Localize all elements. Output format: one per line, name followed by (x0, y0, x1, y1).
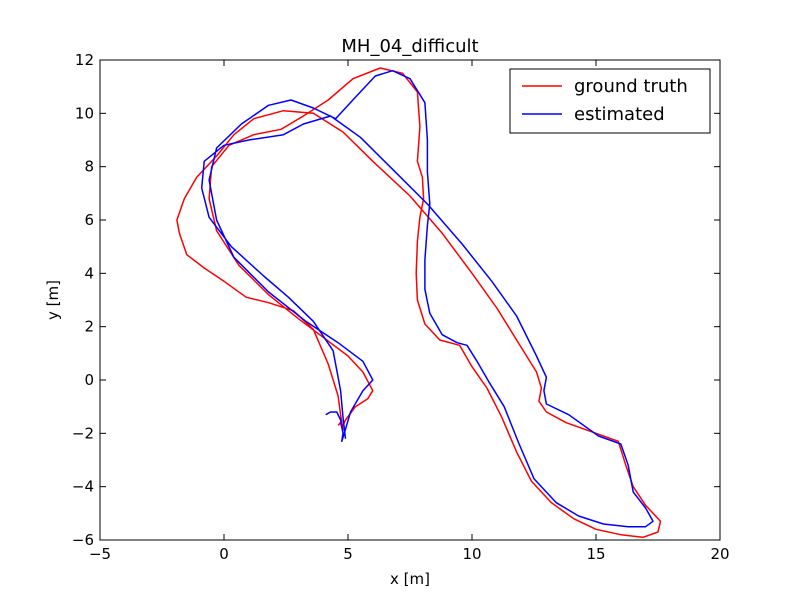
series-line-estimated (200, 69, 654, 528)
x-tick-label: −5 (89, 545, 111, 563)
y-tick-label: 12 (75, 51, 94, 69)
y-axis-label: y [m] (44, 280, 62, 320)
x-tick-label: 0 (219, 545, 229, 563)
y-tick-label: 2 (84, 318, 94, 336)
y-tick-label: 6 (84, 211, 94, 229)
legend-box (509, 68, 711, 134)
x-tick-label: 20 (710, 545, 729, 563)
chart-title: MH_04_difficult (341, 36, 478, 57)
plot-frame (99, 59, 721, 541)
y-tick-label: 4 (84, 264, 94, 282)
legend-label: estimated (574, 104, 665, 125)
x-tick-label: 15 (586, 545, 605, 563)
y-tick-label: −4 (72, 478, 94, 496)
x-tick-label: 5 (343, 545, 353, 563)
y-tick-label: −2 (72, 424, 94, 442)
y-tick-label: 10 (75, 104, 94, 122)
legend: ground truth estimated (509, 68, 711, 134)
x-axis-label: x [m] (390, 570, 430, 588)
y-axis-ticks: −6 −4 −2 0 2 4 6 8 10 12 (72, 51, 720, 549)
x-axis-ticks: −5 0 5 10 15 20 (89, 60, 730, 563)
y-tick-label: −6 (72, 531, 94, 549)
legend-label: ground truth (574, 76, 688, 97)
x-tick-label: 10 (462, 545, 481, 563)
series-line-ground-truth (176, 67, 662, 539)
plot-background (100, 60, 720, 540)
plot-area (99, 59, 721, 541)
y-tick-label: 0 (84, 371, 94, 389)
y-tick-label: 8 (84, 158, 94, 176)
